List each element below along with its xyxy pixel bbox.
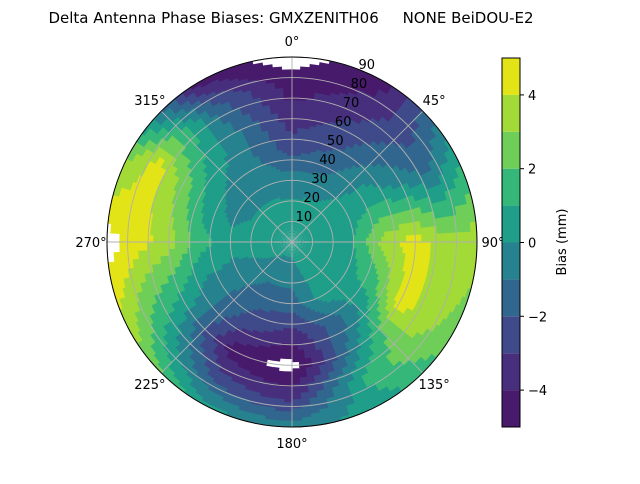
chart-title: Delta Antenna Phase Biases: GMXZENITH06 … (48, 9, 533, 27)
